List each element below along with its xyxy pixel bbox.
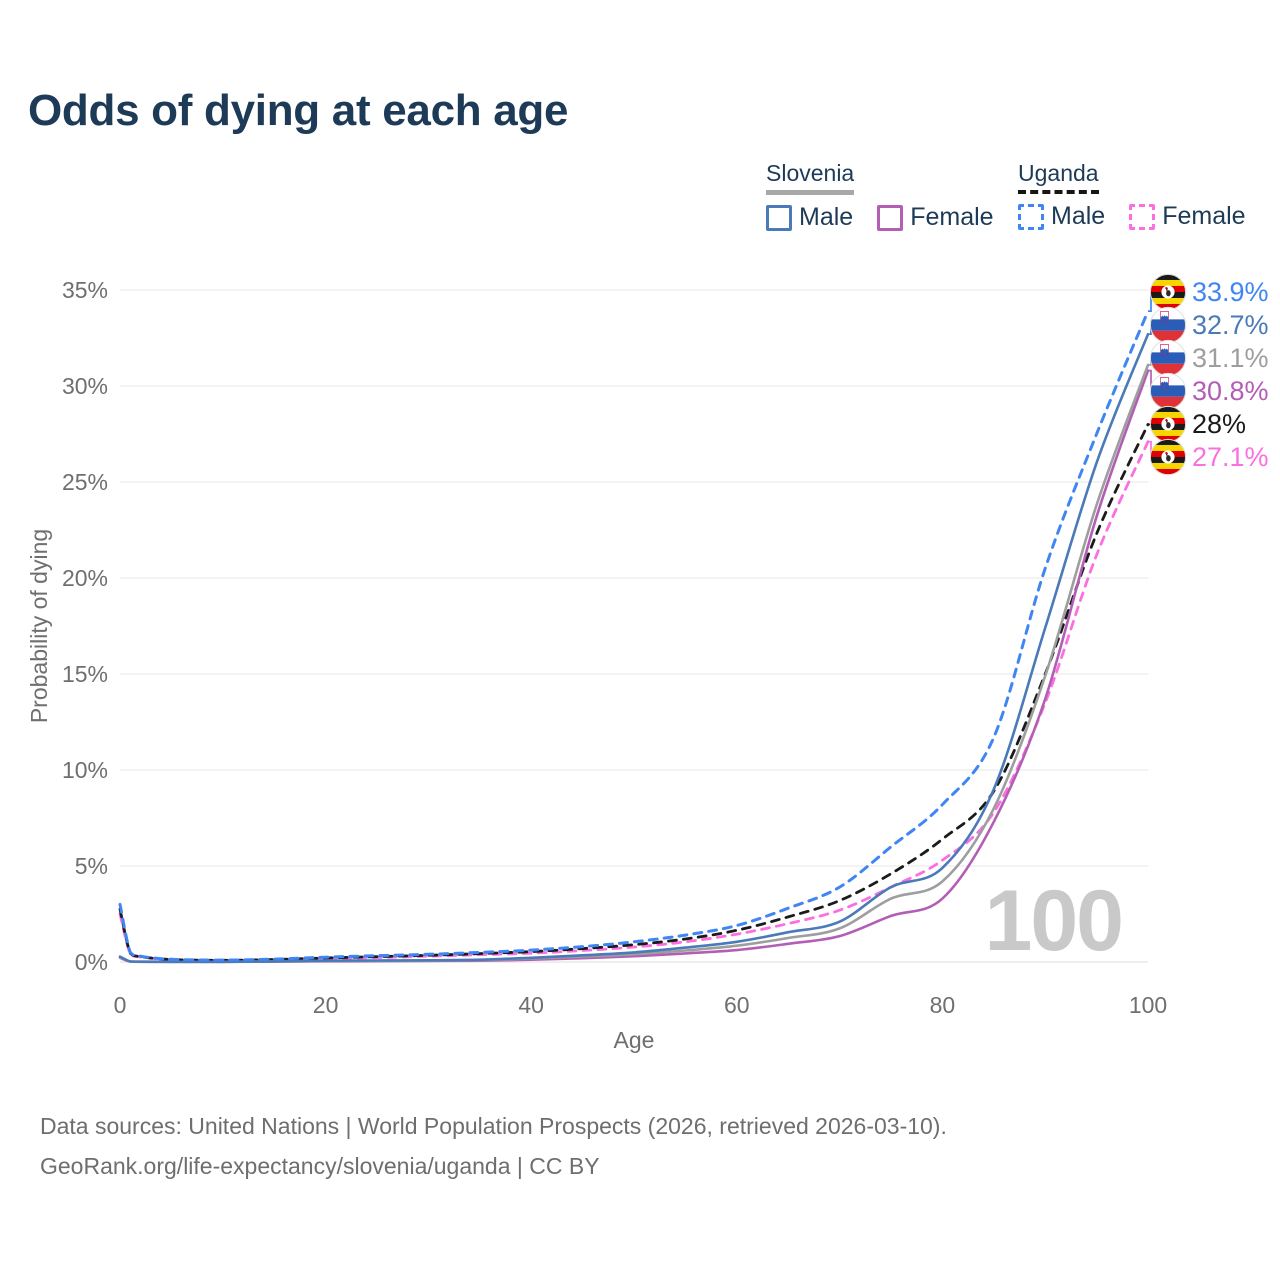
legend-item-label: Male bbox=[1051, 202, 1106, 230]
attribution-line: GeoRank.org/life-expectancy/slovenia/uga… bbox=[40, 1153, 600, 1179]
flag-uganda-icon bbox=[1149, 438, 1187, 476]
flag-slovenia-icon bbox=[1149, 306, 1187, 344]
legend-group-uganda: Uganda Male Female bbox=[1018, 160, 1246, 231]
y-tick-label-25: 25% bbox=[62, 469, 108, 495]
end-label-uganda-female: 27.1% bbox=[1192, 442, 1269, 472]
slovenia-male-swatch-icon bbox=[766, 204, 792, 231]
x-tick-label-0: 0 bbox=[114, 992, 127, 1018]
x-tick-label-80: 80 bbox=[930, 992, 956, 1018]
y-tick-label-20: 20% bbox=[62, 565, 108, 591]
legend-group-slovenia: Slovenia Male Female bbox=[766, 160, 994, 232]
end-label-slovenia-male: 32.7% bbox=[1192, 310, 1269, 340]
legend-group-title-slovenia: Slovenia bbox=[766, 160, 855, 195]
series-line-slovenia-male[interactable] bbox=[118, 332, 1150, 964]
series-lines bbox=[118, 309, 1150, 964]
y-tick-label-5: 5% bbox=[75, 853, 108, 879]
flag-slovenia-icon bbox=[1149, 339, 1187, 377]
end-labels: 33.9%32.7%31.1%30.8%28%27.1% bbox=[1148, 273, 1269, 476]
slovenia-female-swatch-icon bbox=[877, 204, 904, 231]
series-line-uganda-male[interactable] bbox=[118, 309, 1150, 962]
y-tick-label-35: 35% bbox=[62, 277, 108, 303]
legend-item-slovenia-male[interactable]: Male bbox=[766, 203, 853, 232]
x-tick-label-40: 40 bbox=[518, 992, 544, 1018]
flag-uganda-icon bbox=[1149, 405, 1187, 443]
legend-item-uganda-male[interactable]: Male bbox=[1018, 202, 1105, 231]
end-label-uganda: 28% bbox=[1192, 409, 1246, 439]
uganda-female-swatch-icon bbox=[1129, 203, 1156, 230]
x-ticks: 0 20 40 60 80 100 bbox=[114, 992, 1168, 1018]
data-sources-line: Data sources: United Nations | World Pop… bbox=[40, 1113, 947, 1139]
end-label-slovenia: 31.1% bbox=[1192, 343, 1269, 373]
footer: Data sources: United Nations | World Pop… bbox=[40, 1106, 947, 1186]
y-axis-label: Probability of dying bbox=[26, 529, 52, 723]
legend-item-slovenia-female[interactable]: Female bbox=[877, 203, 994, 232]
legend-item-uganda-female[interactable]: Female bbox=[1129, 202, 1246, 231]
flag-slovenia-icon bbox=[1149, 372, 1187, 410]
end-label-slovenia-female: 30.8% bbox=[1192, 376, 1269, 406]
x-tick-label-100: 100 bbox=[1129, 992, 1167, 1018]
flag-uganda-icon bbox=[1149, 273, 1187, 311]
end-label-uganda-male: 33.9% bbox=[1192, 277, 1269, 307]
legend-item-label: Female bbox=[1162, 202, 1246, 230]
legend-group-title-uganda: Uganda bbox=[1018, 160, 1099, 194]
y-tick-label-0: 0% bbox=[75, 949, 108, 975]
age-watermark: 100 bbox=[985, 873, 1123, 969]
uganda-male-swatch-icon bbox=[1018, 203, 1044, 230]
page-title: Odds of dying at each age bbox=[28, 86, 569, 135]
x-axis-label: Age bbox=[614, 1027, 655, 1053]
y-tick-label-10: 10% bbox=[62, 757, 108, 783]
x-tick-label-60: 60 bbox=[724, 992, 750, 1018]
legend-item-label: Female bbox=[910, 203, 994, 231]
y-tick-label-15: 15% bbox=[62, 661, 108, 687]
y-gridlines: 0% 5% 10% 15% 20% 25% 30% 35% bbox=[62, 277, 1148, 975]
y-tick-label-30: 30% bbox=[62, 373, 108, 399]
legend-item-label: Male bbox=[799, 203, 854, 231]
x-tick-label-20: 20 bbox=[313, 992, 339, 1018]
